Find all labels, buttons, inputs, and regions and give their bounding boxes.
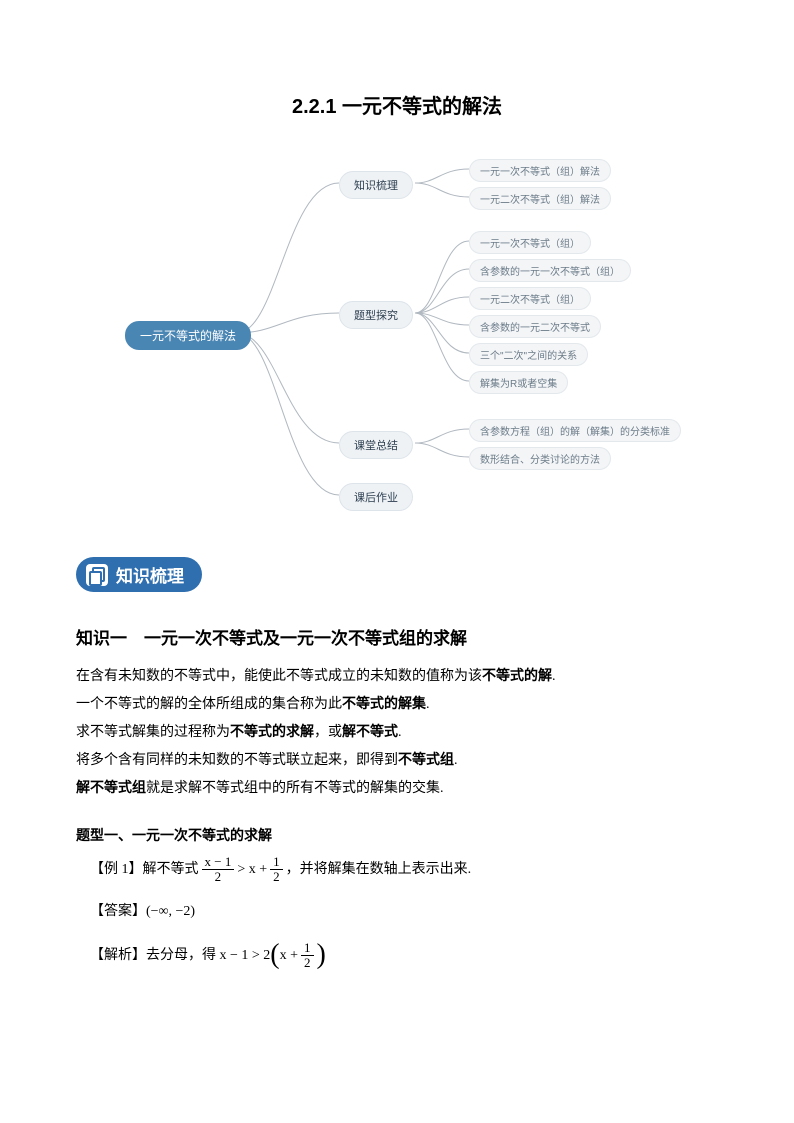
paragraph: 在含有未知数的不等式中，能使此不等式成立的未知数的值称为该不等式的解. [76,663,718,691]
text: 解不等式 [143,857,199,884]
mindmap-leaf: 含参数的一元二次不等式 [469,315,601,338]
denominator: 2 [301,956,314,970]
mindmap-leaf: 解集为R或者空集 [469,371,568,394]
left-paren: ( [270,942,279,967]
example-label: 【例 1】 [90,857,143,884]
mindmap-leaf: 一元二次不等式（组） [469,287,591,310]
denominator: 2 [212,870,225,884]
mindmap: 一元不等式的解法 知识梳理 题型探究 课堂总结 课后作业 一元一次不等式（组）解… [117,155,677,515]
text: 求不等式解集的过程称为 [76,725,230,740]
example-1: 【例 1】 解不等式 x − 1 2 > x + 1 2 ，并将解集在数轴上表示… [90,855,718,885]
analysis-label: 【解析】 [90,943,146,970]
text: (−∞, −2) [146,899,195,926]
bold-text: 不等式组 [398,753,454,768]
text: . [398,725,402,740]
fraction: 1 2 [270,855,283,885]
mindmap-root: 一元不等式的解法 [125,321,251,350]
mindmap-leaf: 一元一次不等式（组） [469,231,591,254]
mindmap-leaf: 含参数方程（组）的解（解集）的分类标准 [469,419,681,442]
numerator: 1 [270,855,283,870]
section-badge: 知识梳理 [76,557,202,592]
numerator: 1 [301,941,314,956]
right-paren: ) [317,942,326,967]
text: ，并将解集在数轴上表示出来. [286,857,472,884]
paragraph: 求不等式解集的过程称为不等式的求解，或解不等式. [76,719,718,747]
bold-text: 解不等式组 [76,781,146,796]
mindmap-branch-0: 知识梳理 [339,171,413,199]
mindmap-leaf: 含参数的一元一次不等式（组） [469,259,631,282]
text: ，或 [314,725,342,740]
text: x + [280,943,298,970]
paragraph: 将多个含有同样的未知数的不等式联立起来，即得到不等式组. [76,747,718,775]
page-title: 2.2.1 一元不等式的解法 [76,90,718,119]
paragraph: 解不等式组就是求解不等式组中的所有不等式的解集的交集. [76,775,718,803]
text: . [454,753,458,768]
subsection-heading: 题型一、一元一次不等式的求解 [76,825,718,845]
copy-icon [86,564,108,586]
mindmap-leaf: 一元二次不等式（组）解法 [469,187,611,210]
fraction: x − 1 2 [202,855,235,885]
text: . [552,669,556,684]
denominator: 2 [270,870,283,884]
mindmap-branch-1: 题型探究 [339,301,413,329]
text: . [426,697,430,712]
section-heading: 知识一 一元一次不等式及一元一次不等式组的求解 [76,624,718,649]
mindmap-branch-2: 课堂总结 [339,431,413,459]
analysis: 【解析】 去分母，得 x − 1 > 2 ( x + 1 2 ) [90,941,718,971]
mindmap-leaf: 数形结合、分类讨论的方法 [469,447,611,470]
text: 去分母，得 x − 1 > 2 [146,943,270,970]
bold-text: 不等式的求解 [230,725,314,740]
text: > x + [237,857,267,884]
mindmap-leaf: 三个"二次"之间的关系 [469,343,588,366]
numerator: x − 1 [202,855,235,870]
text: 在含有未知数的不等式中，能使此不等式成立的未知数的值称为该 [76,669,482,684]
bold-text: 不等式的解 [482,669,552,684]
text: 就是求解不等式组中的所有不等式的解集的交集. [146,781,444,796]
answer: 【答案】 (−∞, −2) [90,899,718,926]
paragraph: 一个不等式的解的全体所组成的集合称为此不等式的解集. [76,691,718,719]
text: 一个不等式的解的全体所组成的集合称为此 [76,697,342,712]
badge-label: 知识梳理 [116,562,184,587]
mindmap-branch-3: 课后作业 [339,483,413,511]
answer-label: 【答案】 [90,899,146,926]
fraction: 1 2 [301,941,314,971]
text: 将多个含有同样的未知数的不等式联立起来，即得到 [76,753,398,768]
mindmap-leaf: 一元一次不等式（组）解法 [469,159,611,182]
bold-text: 解不等式 [342,725,398,740]
bold-text: 不等式的解集 [342,697,426,712]
